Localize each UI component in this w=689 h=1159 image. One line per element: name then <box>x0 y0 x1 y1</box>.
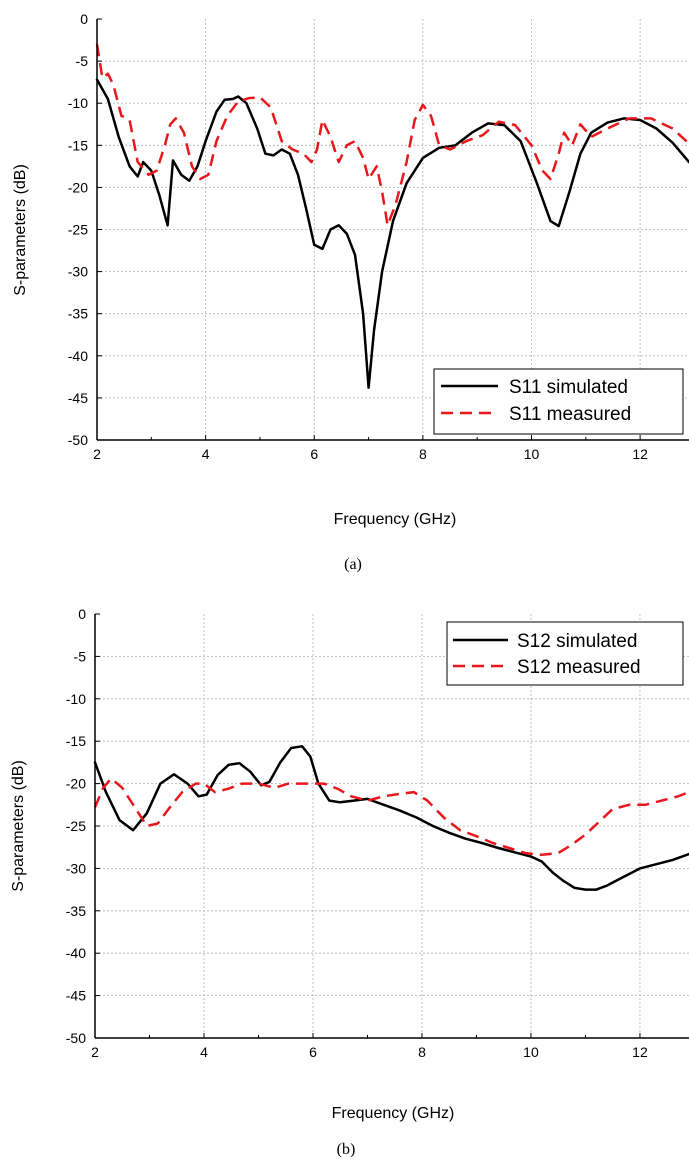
y-tick-label: -15 <box>68 137 88 153</box>
series-lines-b <box>93 745 689 891</box>
caption-b: (b) <box>337 1141 356 1158</box>
y-tick-label: -45 <box>66 988 86 1004</box>
y-tick-label: -30 <box>68 264 88 280</box>
legend-label-s12-simulated: S12 simulated <box>517 631 637 652</box>
series-line-s12-simulated <box>93 745 689 891</box>
x-tick-label: 2 <box>91 1044 99 1060</box>
y-tick-label: -15 <box>66 733 86 749</box>
y-tick-label: -35 <box>68 306 88 322</box>
x-tick-label: 2 <box>93 446 101 462</box>
y-tick-label: 0 <box>80 11 88 27</box>
y-tick-label: -10 <box>66 691 86 707</box>
x-tick-label: 8 <box>419 446 427 462</box>
legend-a: S11 simulated S11 measured <box>433 368 684 435</box>
x-tick-label: 12 <box>632 1044 648 1060</box>
series-line-s11-measured <box>95 44 689 227</box>
legend-label-s11-simulated: S11 simulated <box>509 377 628 398</box>
y-tick-label: -20 <box>66 776 86 792</box>
y-tick-label: -35 <box>66 903 86 919</box>
x-tick-label: 12 <box>632 446 648 462</box>
ticks-b: 2 4 6 8 10 12 0 -5 -10 -15 -20 -25 -30 -35 -40 -45 -50 <box>66 606 648 1060</box>
y-axis-title-b: S-parameters (dB) <box>10 760 27 892</box>
series-line-s12-measured <box>93 777 689 857</box>
y-tick-label: -40 <box>66 945 86 961</box>
x-tick-label: 8 <box>418 1044 426 1060</box>
legend-box-a <box>433 368 684 435</box>
y-tick-label: -25 <box>66 818 86 834</box>
series-lines-a <box>95 44 689 390</box>
y-tick-label: -20 <box>68 179 88 195</box>
chart-b: 2 4 6 8 10 12 0 -5 -10 -15 -20 -25 -30 -35 -40 -45 -50 F… <box>10 606 689 1158</box>
y-tick-label: 0 <box>78 606 86 622</box>
y-axis-title-a: S-parameters (dB) <box>12 164 29 296</box>
legend-label-s12-measured: S12 measured <box>517 657 641 678</box>
legend-label-s11-measured: S11 measured <box>509 404 631 425</box>
x-axis-title-a: Frequency (GHz) <box>334 511 457 528</box>
x-tick-label: 6 <box>310 446 318 462</box>
x-tick-label: 4 <box>200 1044 208 1060</box>
gridlines-b <box>95 614 689 1038</box>
x-tick-label: 4 <box>202 446 210 462</box>
y-tick-label: -10 <box>68 95 88 111</box>
legend-b: S12 simulated S12 measured <box>446 621 684 686</box>
x-tick-label: 10 <box>524 446 540 462</box>
x-tick-label: 6 <box>309 1044 317 1060</box>
caption-a: (a) <box>344 556 362 573</box>
y-tick-label: -40 <box>68 348 88 364</box>
y-tick-label: -25 <box>68 222 88 238</box>
y-tick-label: -5 <box>76 53 89 69</box>
y-tick-label: -50 <box>66 1030 86 1046</box>
y-tick-label: -30 <box>66 860 86 876</box>
x-tick-label: 10 <box>523 1044 539 1060</box>
legend-box-b <box>446 621 684 686</box>
chart-a: 2 4 6 8 10 12 0 -5 -10 -15 -20 -25 -30 -35 -40 -45 -50 F… <box>12 11 689 573</box>
ticks-a: 2 4 6 8 10 12 0 -5 -10 -15 -20 -25 -30 -35 -40 -45 -50 <box>68 11 648 462</box>
x-axis-title-b: Frequency (GHz) <box>332 1105 455 1122</box>
y-tick-label: -5 <box>74 648 87 664</box>
y-tick-label: -50 <box>68 432 88 448</box>
y-tick-label: -45 <box>68 390 88 406</box>
series-line-s11-simulated <box>95 78 689 390</box>
